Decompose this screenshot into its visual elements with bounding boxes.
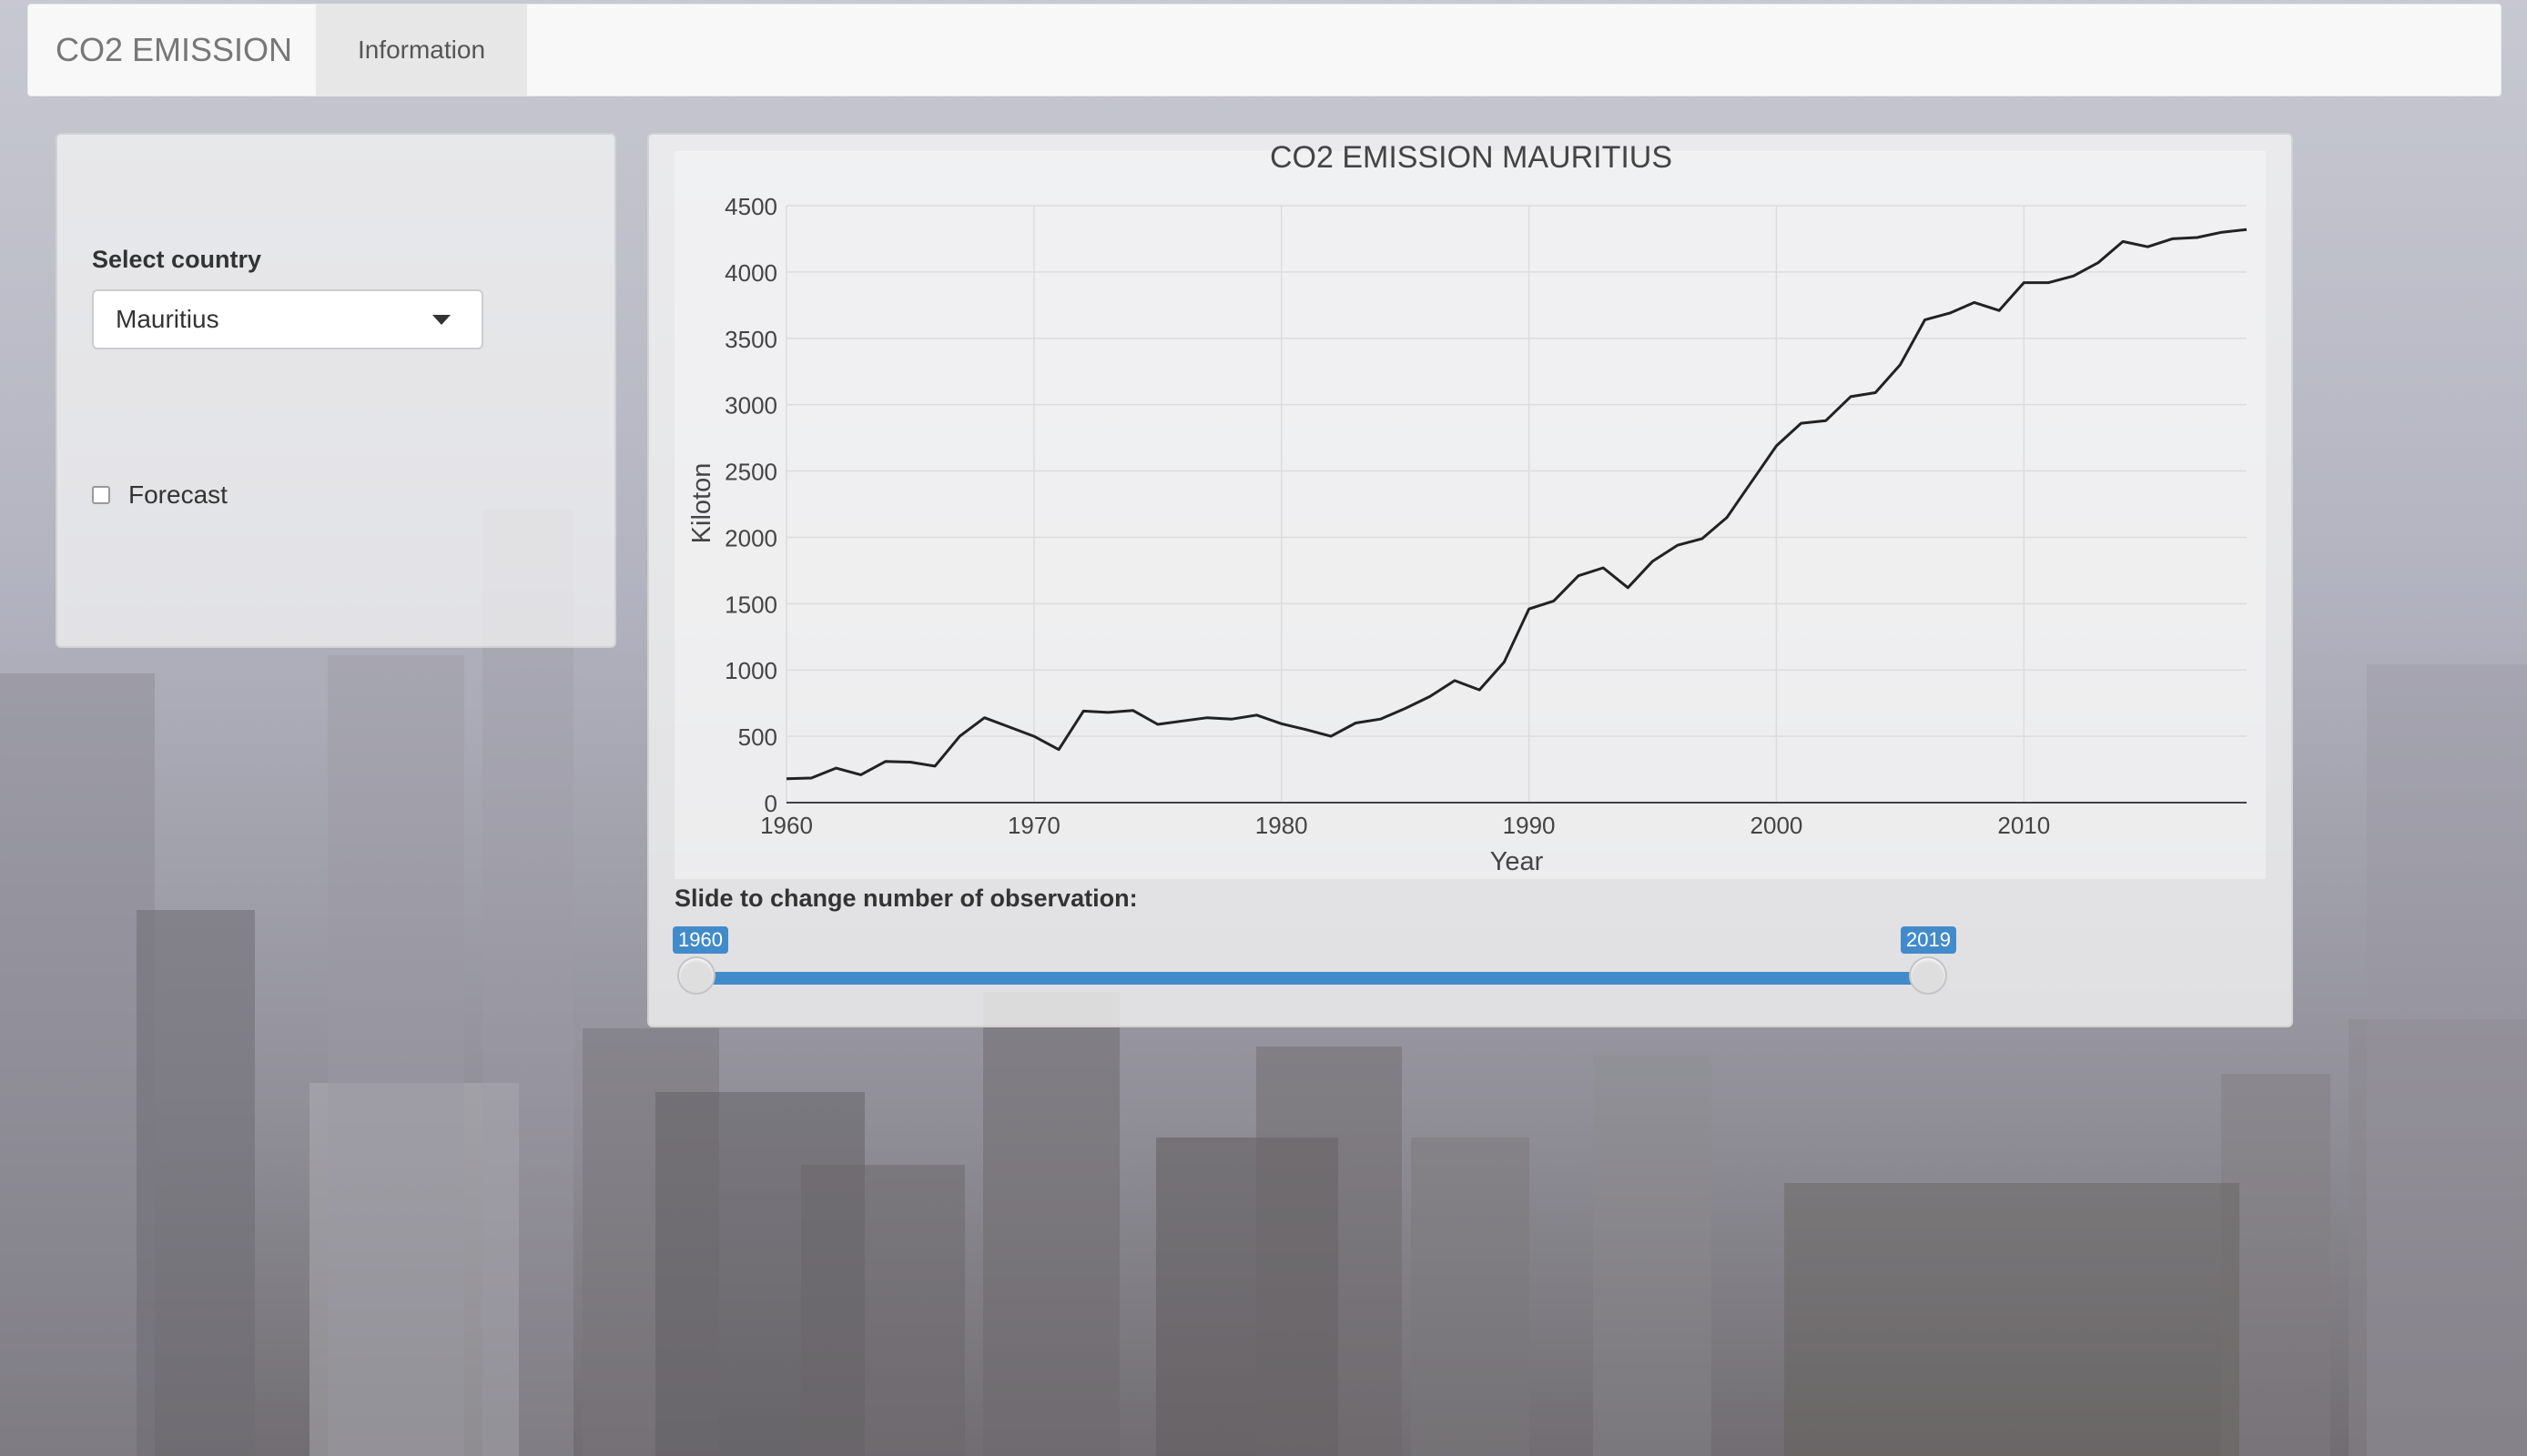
x-axis-label: Year [1490,847,1544,876]
slider-max-handle[interactable] [1909,956,1947,995]
x-axis-ticks: 1960 1970 1980 1990 2000 2010 [760,812,2050,839]
x-tick-label: 2010 [1997,812,2050,839]
series-line-co2[interactable] [786,228,2248,781]
sidebar-panel: Select country Mauritius Forecast [56,133,616,648]
y-axis-ticks: 0 500 1000 1500 2000 2500 3000 3500 4000 4500 [725,193,777,817]
y-tick-label: 3500 [725,326,777,353]
x-tick-label: 2000 [1751,812,1803,839]
tab-information[interactable]: Information [316,5,527,96]
slider-label: Slide to change number of observation: [675,885,1138,912]
country-select[interactable]: Mauritius [92,289,483,349]
main-panel: CO2 EMISSION MAURITIUS 0 500 1000 1500 2000 2… [647,133,2293,1027]
navbar: CO2 EMISSION Information [27,4,2502,96]
slider-min-handle[interactable] [677,956,715,995]
slider-min-value: 1960 [673,926,728,954]
country-select-value: Mauritius [116,305,219,333]
emission-chart[interactable]: CO2 EMISSION MAURITIUS 0 500 1000 1500 2000 2… [649,135,2291,881]
y-tick-label: 4500 [725,193,777,220]
y-tick-label: 0 [765,790,777,817]
y-tick-label: 4000 [725,259,777,287]
forecast-label[interactable]: Forecast [128,480,228,509]
chart-grid [786,205,2247,803]
y-tick-label: 500 [738,723,777,751]
chevron-down-icon[interactable] [432,315,451,325]
y-tick-label: 2500 [725,459,777,486]
y-tick-label: 1500 [725,591,777,618]
x-tick-label: 1980 [1255,812,1308,839]
forecast-checkbox[interactable] [92,486,110,504]
y-tick-label: 2000 [725,524,777,551]
y-tick-label: 3000 [725,392,777,420]
x-tick-label: 1960 [760,812,813,839]
x-tick-label: 1990 [1503,812,1556,839]
select-country-label: Select country [92,246,262,273]
slider-track[interactable] [696,972,1928,985]
x-tick-label: 1970 [1008,812,1061,839]
chart-title: CO2 EMISSION MAURITIUS [1270,140,1672,175]
y-axis-label: Kiloton [687,463,716,544]
slider-max-value: 2019 [1901,926,1956,954]
y-tick-label: 1000 [725,657,777,684]
brand-title[interactable]: CO2 EMISSION [56,31,293,68]
